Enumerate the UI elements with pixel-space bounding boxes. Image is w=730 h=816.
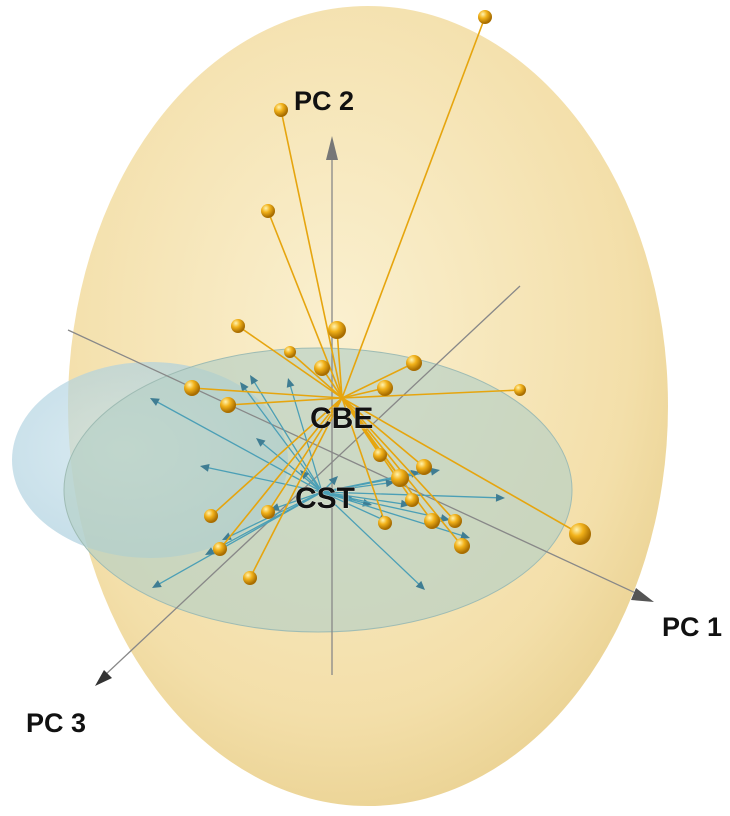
cbe-point-marker — [213, 542, 227, 556]
cbe-point-marker — [284, 346, 296, 358]
cbe-point-marker — [261, 505, 275, 519]
cbe-point-marker — [220, 397, 236, 413]
cbe-point-marker — [416, 459, 432, 475]
cbe-point-marker — [391, 469, 409, 487]
axis-pc3-arrowhead — [95, 670, 112, 686]
cst-group-label: CST — [295, 482, 355, 515]
cbe-point-marker — [569, 523, 591, 545]
cbe-point-marker — [204, 509, 218, 523]
cbe-point-marker — [424, 513, 440, 529]
pc2-axis-label: PC 2 — [294, 86, 354, 116]
cbe-point-marker — [406, 355, 422, 371]
cbe-point-marker — [378, 516, 392, 530]
cbe-point-marker — [328, 321, 346, 339]
cbe-point-marker — [478, 10, 492, 24]
cbe-point-marker — [448, 514, 462, 528]
cbe-group-label: CBE — [310, 402, 373, 435]
cbe-point-marker — [405, 493, 419, 507]
cbe-point-marker — [377, 380, 393, 396]
cbe-point-marker — [261, 204, 275, 218]
pc1-axis-label: PC 1 — [662, 612, 722, 642]
axis-pc1-arrowhead — [631, 588, 654, 602]
cbe-point-marker — [231, 319, 245, 333]
cbe-point-marker — [274, 103, 288, 117]
cbe-point-marker — [243, 571, 257, 585]
cbe-point-marker — [314, 360, 330, 376]
cbe-point-marker — [514, 384, 526, 396]
cbe-point-marker — [373, 448, 387, 462]
cbe-point-marker — [454, 538, 470, 554]
cbe-point-marker — [184, 380, 200, 396]
pc3-axis-label: PC 3 — [26, 708, 86, 738]
